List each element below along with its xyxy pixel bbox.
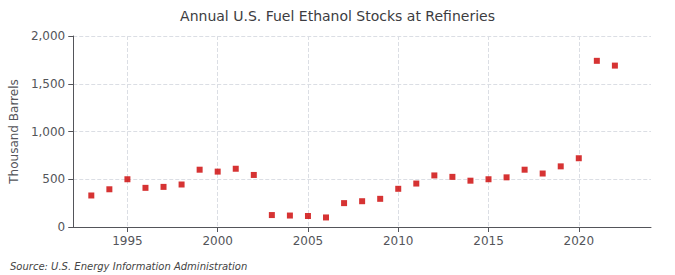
svg-text:2015: 2015 — [473, 234, 504, 248]
svg-text:0: 0 — [58, 220, 66, 234]
svg-text:2005: 2005 — [293, 234, 324, 248]
svg-text:1,000: 1,000 — [31, 125, 65, 139]
svg-text:Annual U.S. Fuel Ethanol Stock: Annual U.S. Fuel Ethanol Stocks at Refin… — [180, 8, 495, 24]
svg-text:2020: 2020 — [564, 234, 595, 248]
svg-text:500: 500 — [42, 172, 65, 186]
svg-text:Thousand Barrels: Thousand Barrels — [7, 79, 21, 184]
svg-text:1,500: 1,500 — [31, 77, 65, 91]
svg-text:2010: 2010 — [383, 234, 414, 248]
svg-text:Source: U.S. Energy Informatio: Source: U.S. Energy Information Administ… — [10, 261, 247, 272]
svg-text:2000: 2000 — [202, 234, 233, 248]
svg-text:2,000: 2,000 — [31, 29, 65, 43]
svg-text:1995: 1995 — [112, 234, 143, 248]
